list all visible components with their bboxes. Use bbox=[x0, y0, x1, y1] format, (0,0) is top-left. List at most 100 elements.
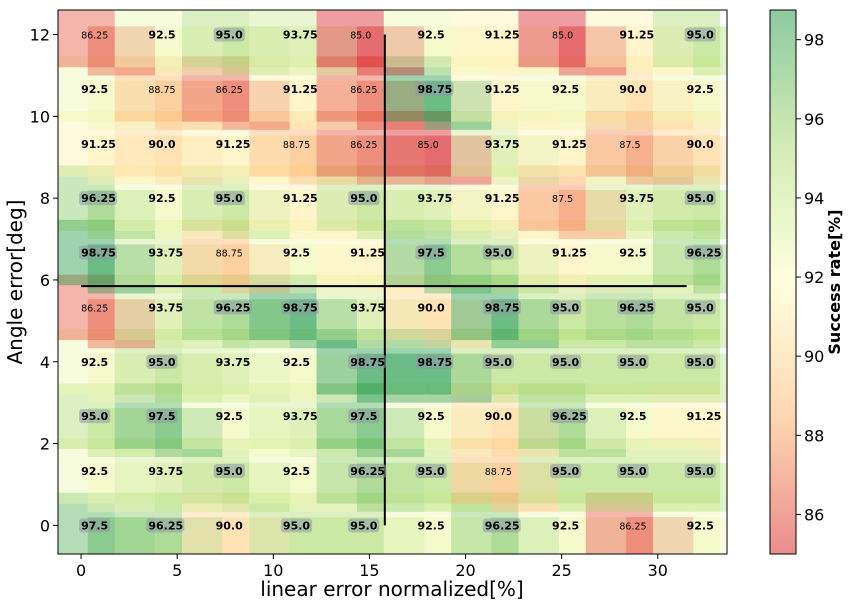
cell-value-label: 95.0 bbox=[216, 465, 243, 478]
y-tick-label: 8 bbox=[40, 189, 50, 208]
cell-value-label: 95.0 bbox=[417, 465, 444, 478]
heatmap-cell-overlay bbox=[222, 80, 290, 130]
heatmap-cell-overlay bbox=[87, 135, 156, 185]
heatmap-cell-overlay bbox=[356, 299, 425, 349]
cell-value-label: 93.75 bbox=[148, 247, 183, 260]
cell-value-label: 92.5 bbox=[81, 356, 108, 369]
heatmap-cell-overlay bbox=[155, 299, 223, 349]
value-label-box bbox=[550, 354, 582, 369]
heatmap-cell-overlay bbox=[558, 80, 627, 130]
y-axis: 0 2 4 6 8 10 12 bbox=[30, 26, 58, 535]
heatmap-cell-overlay bbox=[289, 135, 357, 185]
cell-value-label: 92.5 bbox=[552, 83, 579, 96]
heatmap-cell bbox=[58, 56, 115, 122]
heatmap-cell-overlay bbox=[626, 517, 694, 554]
cell-value-label: 92.5 bbox=[619, 410, 646, 423]
heatmap-cell bbox=[249, 383, 317, 449]
cell-value-label: 91.25 bbox=[283, 83, 318, 96]
cell-value-label: 90.0 bbox=[619, 83, 646, 96]
heatmap-cell-overlay bbox=[424, 517, 492, 554]
cell-value-label: 87.5 bbox=[552, 194, 573, 205]
colorbar-tick-label: 98 bbox=[804, 31, 824, 50]
cell-value-label: 96.25 bbox=[552, 410, 587, 423]
heatmap-cell bbox=[585, 111, 653, 177]
heatmap-cell-overlay bbox=[491, 189, 559, 240]
heatmap-cell-overlay bbox=[289, 80, 357, 130]
heatmap-cell bbox=[383, 492, 452, 554]
heatmap-cell bbox=[451, 438, 519, 504]
value-label-box bbox=[348, 409, 380, 424]
colorbar: 86 88 90 92 94 96 98 Success rate[%] bbox=[769, 9, 844, 555]
cell-value-label: 91.25 bbox=[485, 29, 520, 42]
colorbar-tick-label: 90 bbox=[804, 347, 824, 366]
heatmap-cell-overlay bbox=[424, 189, 492, 240]
cell-value-label: 91.25 bbox=[485, 83, 520, 96]
cell-value-label: 95.0 bbox=[485, 356, 512, 369]
cell-value-label: 86.25 bbox=[81, 31, 108, 42]
heatmap-cell bbox=[114, 438, 182, 504]
heatmap-cell bbox=[58, 111, 115, 177]
cell-value-label: 98.75 bbox=[417, 356, 452, 369]
colorbar-title: Success rate[%] bbox=[825, 209, 844, 354]
heatmap-cell bbox=[249, 56, 317, 122]
heatmap-cell-overlay bbox=[626, 135, 694, 185]
heatmap-cell-overlay bbox=[693, 135, 727, 185]
x-tick-label: 0 bbox=[76, 561, 86, 580]
cell-value-label: 95.0 bbox=[485, 247, 512, 260]
heatmap-cell bbox=[652, 56, 721, 122]
cell-value-label: 98.75 bbox=[417, 83, 452, 96]
heatmap-cell bbox=[114, 10, 182, 68]
cell-value-label: 90.0 bbox=[417, 301, 444, 314]
heatmap-cell bbox=[383, 111, 452, 177]
value-label-box bbox=[684, 463, 716, 478]
cell-value-label: 92.5 bbox=[552, 519, 579, 532]
heatmap-cell bbox=[181, 56, 250, 122]
cell-value-label: 93.75 bbox=[619, 192, 654, 205]
cell-value-label: 92.5 bbox=[417, 410, 444, 423]
value-label-box bbox=[213, 300, 252, 315]
heatmap-cell bbox=[383, 383, 452, 449]
cell-value-label: 93.75 bbox=[148, 301, 183, 314]
colorbar-gradient bbox=[769, 9, 797, 555]
value-label-box bbox=[550, 300, 582, 315]
cell-value-label: 91.25 bbox=[81, 138, 116, 151]
heatmap-cell-overlay bbox=[558, 26, 627, 76]
heatmap-cell bbox=[518, 111, 586, 177]
heatmap-cell bbox=[518, 10, 586, 68]
cell-value-label: 96.25 bbox=[81, 192, 116, 205]
cell-value-label: 93.75 bbox=[485, 138, 520, 151]
heatmap-cell-overlay bbox=[289, 353, 357, 403]
heatmap-cell bbox=[249, 329, 317, 395]
heatmap-cell-overlay bbox=[491, 80, 559, 130]
cell-value-label: 95.0 bbox=[216, 192, 243, 205]
heatmap-cell-overlay bbox=[424, 299, 492, 349]
value-label-box bbox=[146, 354, 178, 369]
heatmap-cell bbox=[451, 383, 519, 449]
heatmap-cell-overlay bbox=[155, 135, 223, 185]
heatmap-cell bbox=[451, 165, 519, 231]
y-tick-label: 2 bbox=[40, 435, 50, 454]
value-label-box bbox=[684, 354, 716, 369]
cell-value-label: 95.0 bbox=[283, 519, 310, 532]
value-label-box bbox=[684, 191, 716, 206]
value-label-box bbox=[617, 463, 649, 478]
heatmap-cell bbox=[114, 219, 182, 286]
heatmap-cell bbox=[58, 438, 115, 504]
heatmap-cell bbox=[181, 329, 250, 395]
cell-value-label: 91.25 bbox=[552, 247, 587, 260]
heatmap-cell-overlay bbox=[87, 299, 156, 349]
cell-value-label: 92.5 bbox=[148, 29, 175, 42]
cell-value-label: 97.5 bbox=[417, 247, 444, 260]
cell-value-label: 86.25 bbox=[81, 303, 108, 314]
heatmap-cell-overlay bbox=[693, 407, 727, 458]
heatmap-cell bbox=[383, 165, 452, 231]
value-label-box bbox=[684, 245, 723, 260]
cell-value-labels: 97.5 96.25 90.0 95.0 95.0 92.5 96.25 92.5 86.25 9… bbox=[79, 27, 723, 533]
heatmap-cell bbox=[316, 10, 384, 68]
cell-value-label: 85.0 bbox=[417, 140, 438, 151]
value-label-box bbox=[550, 463, 582, 478]
cell-value-label: 95.0 bbox=[552, 465, 579, 478]
cell-value-label: 90.0 bbox=[687, 138, 714, 151]
cell-value-label: 96.25 bbox=[148, 519, 183, 532]
heatmap-cell-overlay bbox=[87, 80, 156, 130]
